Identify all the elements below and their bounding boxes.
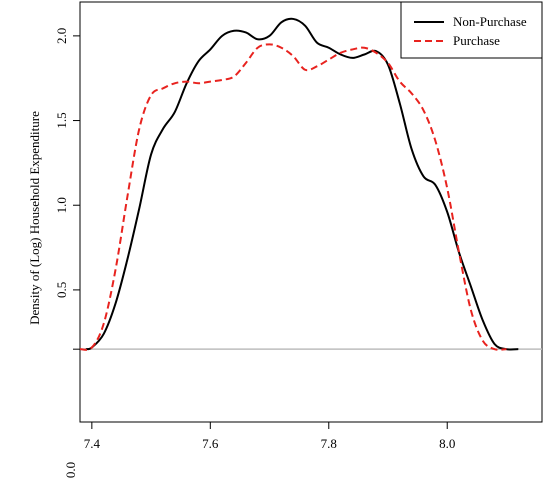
y-floor-tick-label: 0.0 — [63, 462, 78, 478]
x-tick-label: 8.0 — [439, 436, 455, 451]
y-axis: 0.5 1.0 1.5 2.0 — [54, 28, 80, 350]
series-line-purchase — [79, 43, 507, 351]
legend-box — [400, 1, 543, 59]
legend-label-purchase: Purchase — [453, 33, 500, 48]
y-axis-title: Density of (Log) Household Expenditure — [27, 111, 42, 325]
y-tick-label: 1.5 — [54, 112, 69, 128]
x-tick-label: 7.6 — [202, 436, 219, 451]
series-layer — [79, 17, 519, 351]
legend: Non-Purchase Purchase — [400, 1, 543, 59]
y-tick-label: 0.5 — [54, 282, 69, 298]
legend-label-non-purchase: Non-Purchase — [453, 14, 527, 29]
x-axis: 7.4 7.6 7.8 8.0 — [84, 422, 455, 451]
series-line-non-purchase — [85, 17, 519, 351]
y-tick-label: 2.0 — [54, 28, 69, 44]
plot-frame — [79, 1, 543, 423]
x-tick-label: 7.4 — [84, 436, 101, 451]
x-tick-label: 7.8 — [321, 436, 337, 451]
y-tick-label: 1.0 — [54, 197, 69, 213]
